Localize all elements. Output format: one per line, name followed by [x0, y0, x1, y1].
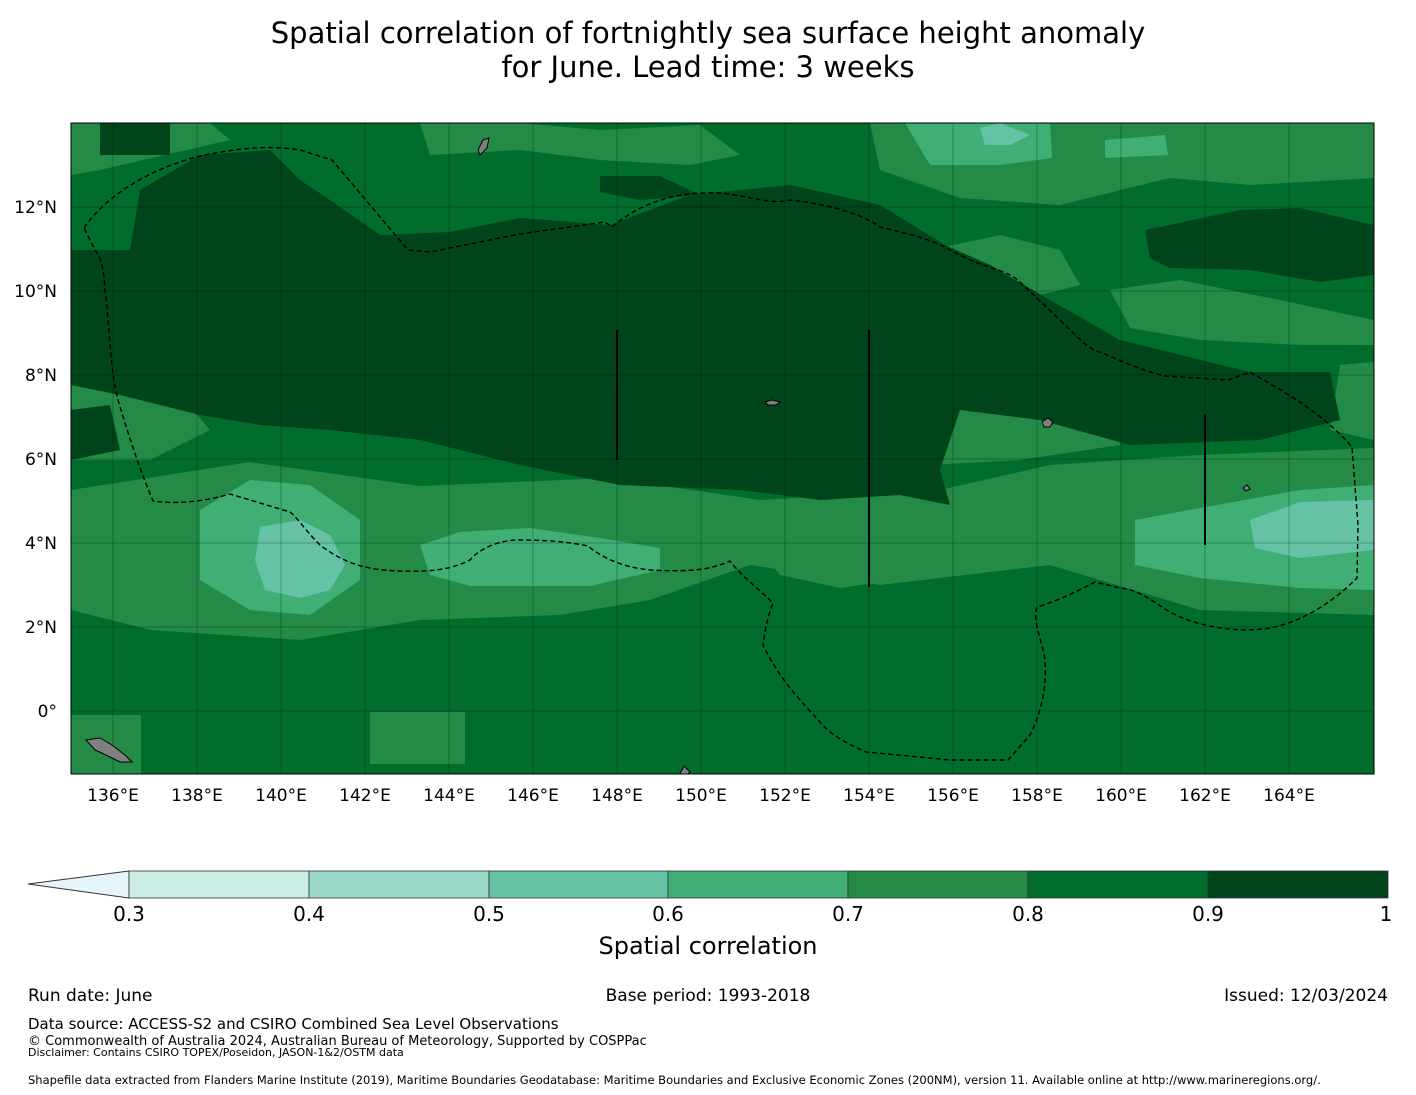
x-tick-label: 152°E: [759, 786, 811, 806]
y-tick-label: 4°N: [25, 534, 57, 554]
x-tick-label: 154°E: [843, 786, 895, 806]
x-tick-label: 158°E: [1011, 786, 1063, 806]
colorbar-segment: [847, 870, 1029, 899]
x-tick-label: 160°E: [1095, 786, 1147, 806]
x-tick-label: 162°E: [1179, 786, 1231, 806]
colorbar: 0.3 0.4 0.5 0.6 0.7 0.8 0.9 1 Spatial co…: [27, 870, 1393, 960]
x-tick-label: 150°E: [675, 786, 727, 806]
correlation-map: [71, 123, 1374, 774]
y-tick-label: 12°N: [14, 198, 57, 218]
colorbar-tick-label: 0.9: [1192, 902, 1224, 926]
x-tick-label: 136°E: [87, 786, 139, 806]
disclaimer: Disclaimer: Contains CSIRO TOPEX/Poseido…: [28, 1046, 404, 1059]
x-axis-ticks: 136°E 138°E 140°E 142°E 144°E 146°E 148°…: [87, 786, 1315, 806]
colorbar-title: Spatial correlation: [598, 932, 817, 960]
map-title-line-2: for June. Lead time: 3 weeks: [501, 50, 915, 84]
colorbar-tick-label: 0.6: [652, 902, 684, 926]
data-source: Data source: ACCESS-S2 and CSIRO Combine…: [28, 1015, 559, 1033]
y-tick-label: 0°: [38, 702, 57, 722]
x-tick-label: 156°E: [927, 786, 979, 806]
region-0-5-0-6: [255, 123, 1374, 598]
y-tick-label: 2°N: [25, 618, 57, 638]
artefact-lines: [616, 330, 1206, 587]
colorbar-segment: [308, 870, 490, 899]
colorbar-segment: [667, 870, 849, 899]
x-tick-label: 164°E: [1263, 786, 1315, 806]
y-axis-ticks: 12°N 10°N 8°N 6°N 4°N 2°N 0°: [14, 198, 57, 722]
colorbar-tick-label: 0.5: [473, 902, 505, 926]
run-date: Run date: June: [28, 986, 153, 1006]
colorbar-tick-label: 0.7: [832, 902, 864, 926]
x-tick-label: 144°E: [423, 786, 475, 806]
colorbar-tick-label: 0.8: [1012, 902, 1044, 926]
colorbar-tick-label: 0.3: [113, 902, 145, 926]
x-tick-label: 146°E: [507, 786, 559, 806]
issued-date: Issued: 12/03/2024: [1224, 986, 1388, 1006]
x-tick-label: 148°E: [591, 786, 643, 806]
colorbar-tick-label: 1: [1380, 902, 1393, 926]
colorbar-segment: [488, 870, 669, 899]
copyright: © Commonwealth of Australia 2024, Austra…: [28, 1034, 647, 1049]
x-tick-label: 140°E: [255, 786, 307, 806]
colorbar-extend-triangle: [27, 870, 130, 899]
shapefile-credit: Shapefile data extracted from Flanders M…: [28, 1073, 1321, 1087]
colorbar-tick-label: 0.4: [293, 902, 325, 926]
x-tick-label: 138°E: [171, 786, 223, 806]
land-islands: [85, 137, 1251, 774]
colorbar-segment: [1207, 870, 1389, 899]
colorbar-segment: [128, 870, 310, 899]
y-tick-label: 10°N: [14, 282, 57, 302]
x-tick-label: 142°E: [339, 786, 391, 806]
map-title-line-1: Spatial correlation of fortnightly sea s…: [270, 16, 1146, 50]
y-tick-label: 6°N: [25, 450, 57, 470]
base-period: Base period: 1993-2018: [605, 986, 811, 1006]
eez-boundaries: [83, 146, 1359, 761]
y-tick-label: 8°N: [25, 366, 57, 386]
map-frame: [70, 122, 1375, 775]
region-core-0-9-1-0: [71, 123, 1374, 505]
colorbar-segment: [1027, 870, 1209, 899]
